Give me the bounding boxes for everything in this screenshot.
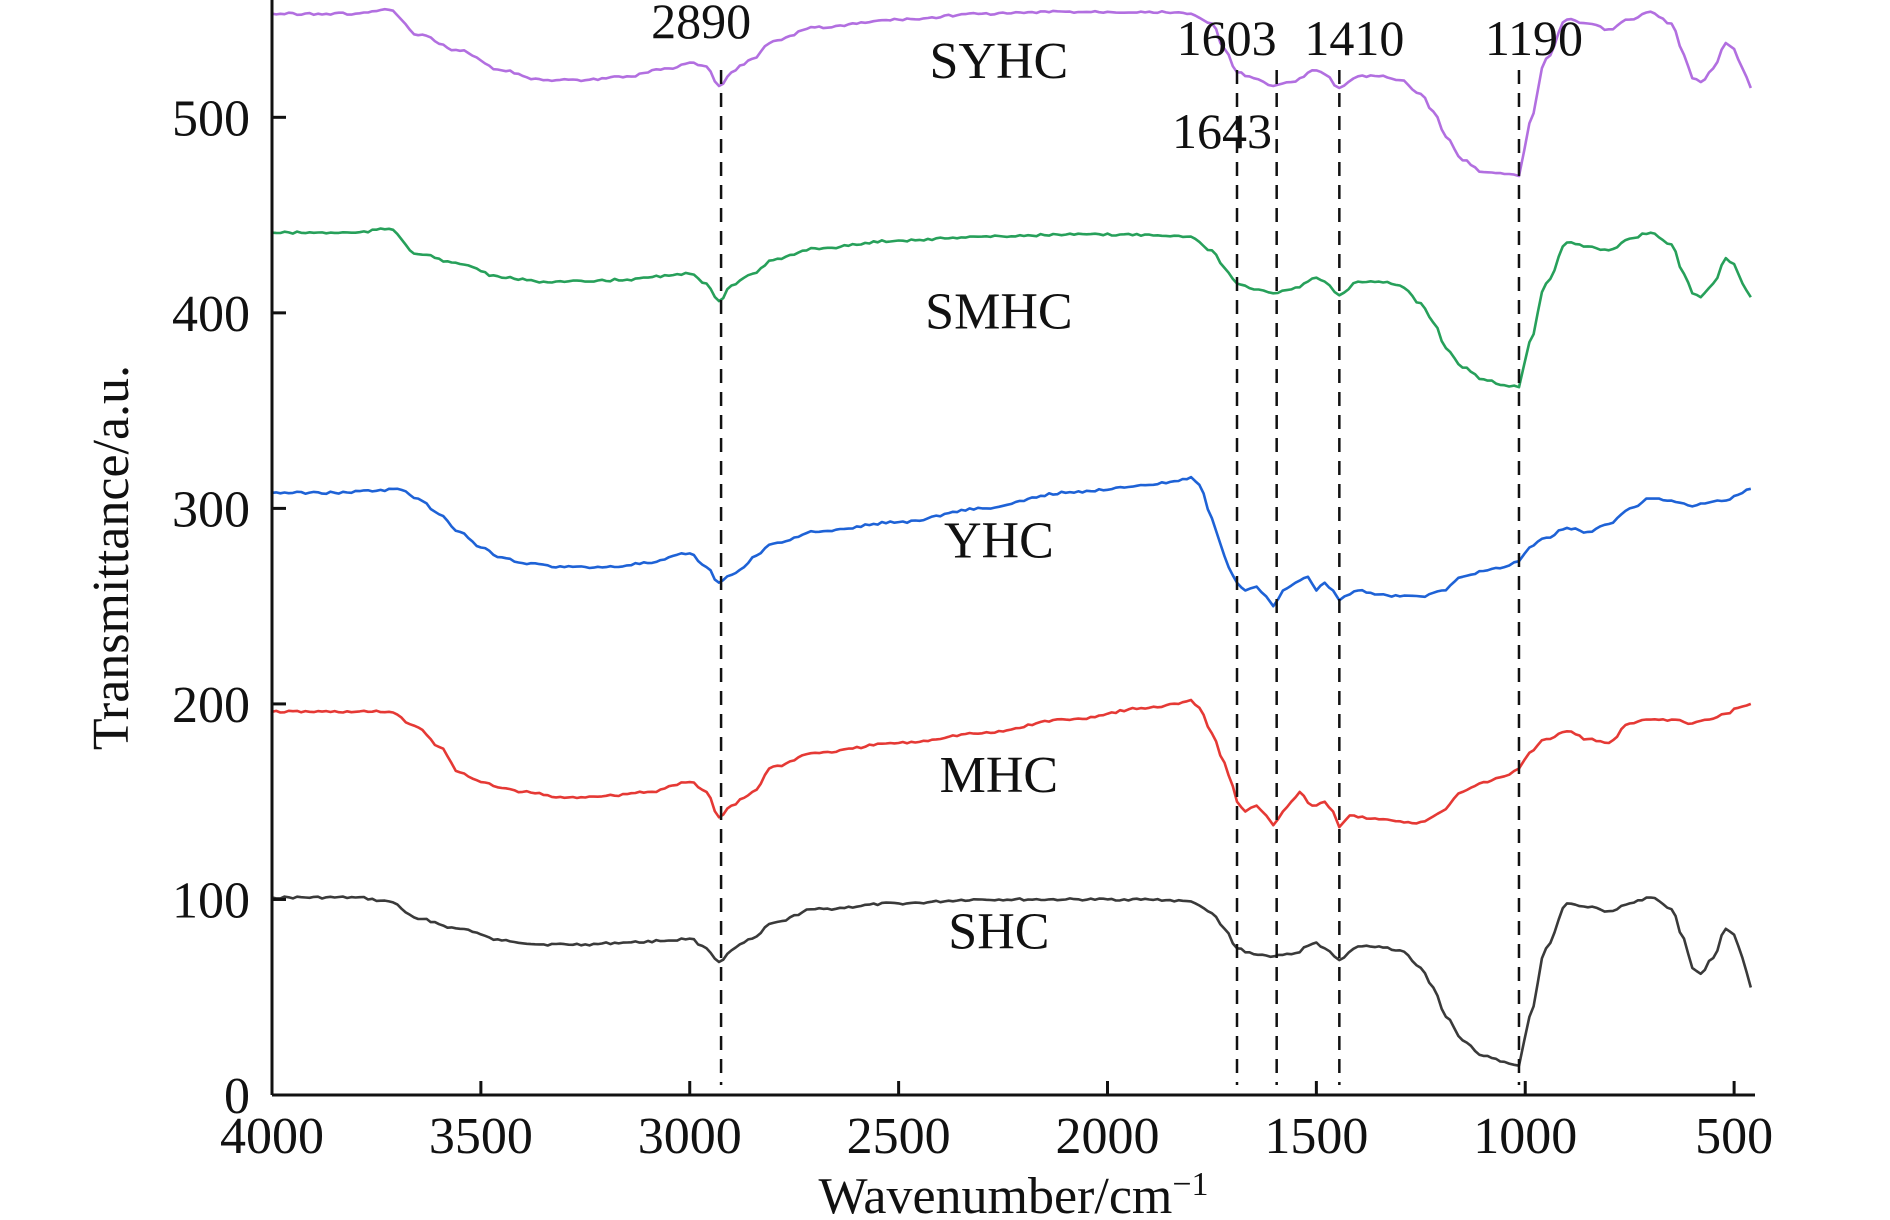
annotation-label-1603: 1603 [1177, 10, 1277, 66]
x-tick-label: 2500 [847, 1108, 951, 1165]
series-label-shc: SHC [948, 903, 1049, 960]
x-axis-title: Wavenumber/cm−1 [818, 1166, 1208, 1220]
annotation-label-1410: 1410 [1304, 10, 1404, 66]
x-tick-label: 2000 [1055, 1108, 1159, 1165]
annotation-label-2890: 2890 [651, 0, 751, 49]
series-label-smhc: SMHC [925, 284, 1072, 341]
axes [270, 0, 1755, 1097]
series-label-yhc: YHC [944, 512, 1054, 569]
y-tick-label: 500 [172, 90, 250, 147]
series-line-yhc [271, 475, 1752, 608]
y-tick-label: 300 [172, 481, 250, 538]
x-tick-label: 3500 [429, 1108, 533, 1165]
annotation-lines [719, 70, 1521, 1085]
y-axis-title: Transmittance/a.u. [83, 365, 140, 750]
x-tick-label: 4000 [220, 1108, 324, 1165]
ticks: 4000 3500 3000 2500 2000 1500 1000 500 0 100 200 30… [172, 90, 1773, 1165]
series-label-syhc: SYHC [930, 33, 1069, 90]
series-line-syhc [271, 7, 1753, 178]
annotation-label-1643: 1643 [1172, 103, 1272, 159]
series-line-mhc [271, 698, 1752, 829]
y-tick-label: 0 [224, 1068, 250, 1125]
series-layer [271, 7, 1753, 1067]
x-tick-label: 1500 [1264, 1108, 1368, 1165]
x-tick-label: 500 [1695, 1108, 1773, 1165]
annotation-label-1190: 1190 [1485, 10, 1583, 66]
y-tick-label: 200 [172, 677, 250, 734]
x-tick-label: 1000 [1473, 1108, 1577, 1165]
series-label-mhc: MHC [940, 747, 1058, 804]
x-axis-title-sup: −1 [1172, 1166, 1208, 1203]
y-tick-label: 100 [172, 872, 250, 929]
y-tick-label: 400 [172, 286, 250, 343]
series-line-shc [271, 895, 1753, 1067]
labels: SHC MHC YHC SMHC SYHC 2890 1643 1603 1410 1190 [651, 0, 1583, 960]
series-line-smhc [271, 227, 1752, 389]
x-tick-label: 3000 [638, 1108, 742, 1165]
x-axis-title-text: Wavenumber/cm [818, 1168, 1172, 1220]
